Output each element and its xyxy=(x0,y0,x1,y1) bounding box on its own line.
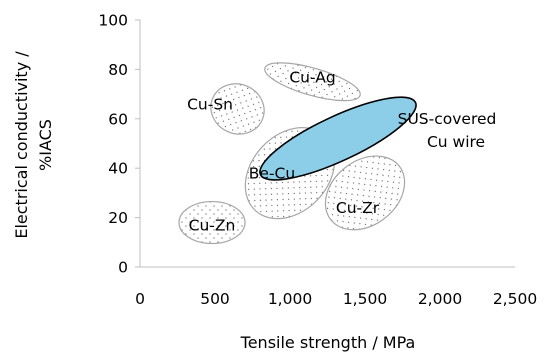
region-cu-zr xyxy=(324,155,406,231)
region-label-sus-line-2: Cu wire xyxy=(427,133,485,151)
y-tick-label: 0 xyxy=(118,259,128,277)
y-axis-title-line-1: Electrical conductivity / xyxy=(12,51,31,239)
region-label-cu-ag: Cu-Ag xyxy=(289,68,335,86)
x-tick-label: 0 xyxy=(135,290,145,308)
y-tick-label: 20 xyxy=(108,209,128,227)
region-label-cu-zr: Cu-Zr xyxy=(336,199,380,217)
regions xyxy=(178,62,417,245)
region-cu-ag xyxy=(264,62,361,102)
region-cu-zn xyxy=(178,200,246,245)
x-tick-label: 1,000 xyxy=(268,290,312,308)
axes: 0 20 40 60 80 100 0 500 1,000 1,500 2,000 2,500 Tens… xyxy=(12,12,537,353)
region-label-cu-sn: Cu-Sn xyxy=(187,95,233,113)
region-sus-covered-cu-wire xyxy=(259,96,417,181)
y-tick-label: 80 xyxy=(108,61,128,79)
y-tick-label: 100 xyxy=(98,12,128,30)
x-tick-label: 1,500 xyxy=(343,290,387,308)
y-axis-title-line-2: %IACS xyxy=(36,119,55,171)
x-axis-title: Tensile strength / MPa xyxy=(240,333,416,352)
region-cu-sn xyxy=(210,83,265,135)
x-tick-label: 2,000 xyxy=(418,290,462,308)
x-tick-label: 2,500 xyxy=(493,290,537,308)
y-tick-label: 60 xyxy=(108,110,128,128)
x-tick-label: 500 xyxy=(200,290,230,308)
region-label-sus-line-1: SUS-covered xyxy=(398,110,497,128)
region-label-be-cu: Be-Cu xyxy=(249,165,295,183)
y-tick-label: 40 xyxy=(108,160,128,178)
region-label-cu-zn: Cu-Zn xyxy=(189,217,236,235)
labels: Cu-Ag Cu-Sn Be-Cu Cu-Zr Cu-Zn SUS-covered Cu w… xyxy=(187,68,496,234)
